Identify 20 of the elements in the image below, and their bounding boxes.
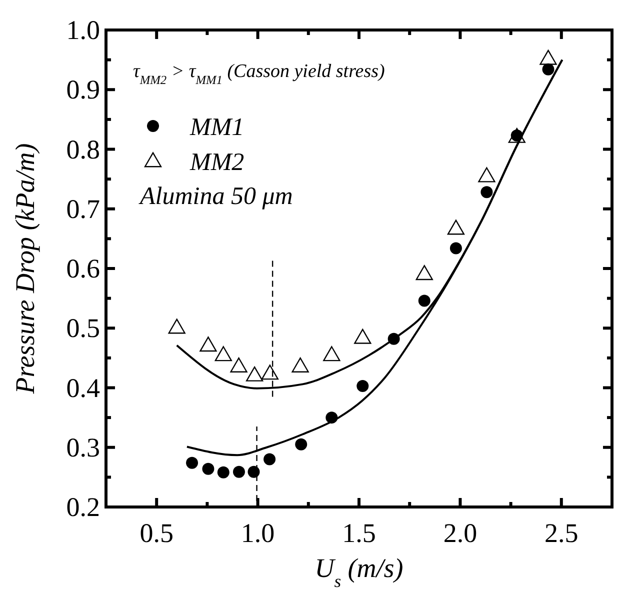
x-tick-label: 2.0 — [443, 518, 478, 548]
y-tick-label: 0.8 — [66, 134, 100, 164]
y-tick-label: 0.4 — [66, 372, 100, 403]
x-tick-label: 1.5 — [342, 518, 376, 548]
x-axis-title: U$_{s}$ (m/s) — [314, 553, 404, 591]
x-tick-label: 2.5 — [544, 518, 578, 548]
legend-label: MM1 — [189, 114, 244, 141]
legend-label: MM2 — [189, 149, 244, 176]
x-tick-label: 0.5 — [140, 518, 174, 548]
y-tick-label: 1.0 — [66, 15, 100, 45]
annotation: Alumina 50 μm — [138, 183, 293, 210]
y-tick-label: 0.6 — [66, 254, 100, 284]
y-tick-label: 0.3 — [66, 432, 100, 462]
y-axis-title: Pressure Drop (kPa/m) — [10, 143, 40, 395]
y-tick-label: 0.2 — [66, 492, 100, 522]
y-tick-label: 0.5 — [66, 313, 100, 344]
annotation: τ$_{MM2}$ > τ$_{MM1}$ (Casson yield stress) — [133, 61, 385, 87]
y-tick-label: 0.9 — [66, 74, 100, 105]
x-tick-label: 1.0 — [240, 518, 275, 548]
y-tick-label: 0.7 — [66, 194, 100, 224]
